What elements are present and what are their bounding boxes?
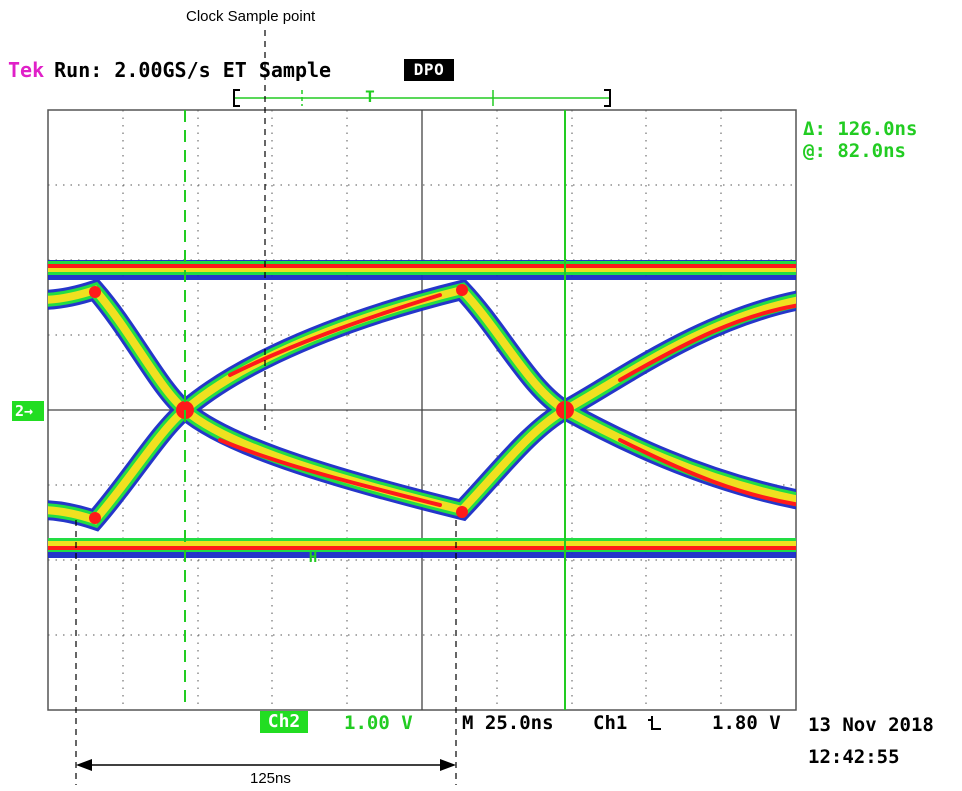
falling-edge-icon (648, 716, 661, 730)
cursor-position-readout: @: 82.0ns (803, 140, 906, 162)
dpo-badge: DPO (404, 59, 454, 81)
brand-logo: Tek (8, 58, 45, 82)
channel-label[interactable]: Ch2 (260, 711, 308, 733)
capture-date: 13 Nov 2018 (808, 714, 934, 736)
span-arrow (76, 759, 456, 771)
trigger-position-marker: T (365, 87, 375, 106)
timebase-readout: M 25.0ns (462, 712, 554, 734)
cursor-delta-readout: Δ: 126.0ns (803, 118, 918, 140)
clock-sample-label: Clock Sample point (186, 8, 316, 25)
acquisition-header: Tek Run: 2.00GS/s ET Sample (8, 58, 331, 82)
record-view-bar (235, 90, 610, 106)
trigger-level-marker-icon: H (309, 550, 317, 566)
acquisition-status: Run: 2.00GS/s ET Sample (54, 58, 332, 82)
trigger-level: 1.80 V (712, 712, 781, 734)
record-view-brackets (233, 89, 611, 107)
eye-diagram (48, 260, 796, 558)
channel-2-ground-marker[interactable]: 2→ (12, 401, 44, 421)
capture-time: 12:42:55 (808, 746, 900, 768)
trigger-source: Ch1 (593, 712, 628, 734)
volts-per-div: 1.00 V (344, 712, 413, 734)
span-label: 125ns (250, 770, 291, 787)
